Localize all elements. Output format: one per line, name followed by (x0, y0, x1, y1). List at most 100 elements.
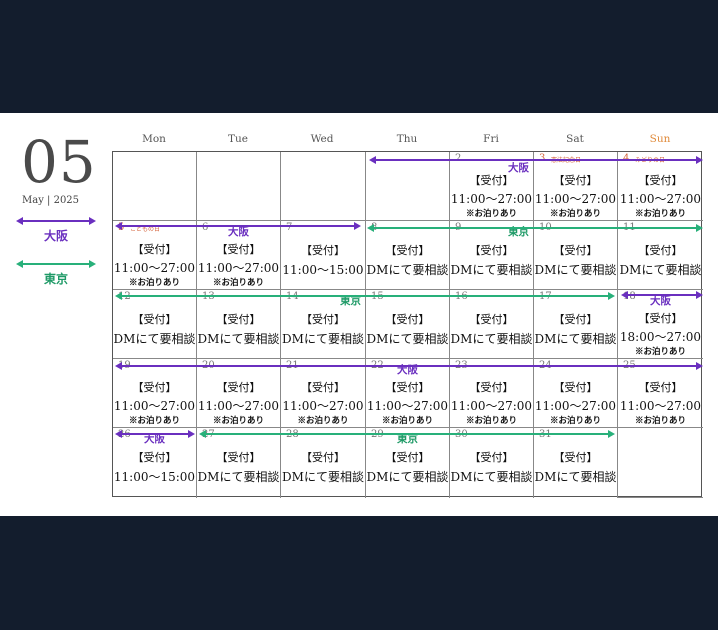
day-cell: 11【受付】DMにて要相談 (618, 221, 703, 290)
day-cell: 15【受付】DMにて要相談 (366, 290, 450, 359)
day-cell: 21【受付】11:00〜27:00※お泊りあり (281, 359, 366, 428)
dm-consult-text: DMにて要相談 (534, 263, 617, 277)
day-cell: 29東京【受付】DMにて要相談 (366, 428, 450, 498)
reception-label: 【受付】 (216, 451, 261, 464)
reception-label: 【受付】 (638, 381, 683, 394)
reception-label: 【受付】 (469, 244, 514, 257)
city-tag-osaka: 大阪 (508, 162, 529, 174)
holiday-label: こどもの日 (130, 226, 161, 233)
dm-consult-text: DMにて要相談 (282, 332, 364, 346)
reception-label: 【受付】 (638, 174, 683, 187)
day-cell: 6 大阪 【受付】 11:00〜27:00 ※お泊りあり (197, 221, 281, 290)
hours-text: 11:00〜27:00 (450, 399, 533, 413)
overnight-note: ※お泊りあり (634, 347, 686, 357)
weekday-sat: Sat (566, 133, 584, 145)
hours-text: 11:00〜27:00 (619, 399, 702, 413)
day-cell: 24【受付】11:00〜27:00※お泊りあり (534, 359, 618, 428)
reception-label: 【受付】 (553, 313, 598, 326)
reception-label: 【受付】 (553, 451, 598, 464)
overnight-note: ※お泊りあり (128, 416, 180, 426)
city-tag-tokyo: 東京 (340, 295, 361, 307)
day-cell: 4みどりの日【受付】11:00〜27:00※お泊りあり (618, 152, 703, 221)
day-cell: 20【受付】11:00〜27:00※お泊りあり (197, 359, 281, 428)
day-cell: 31【受付】DMにて要相談 (534, 428, 618, 498)
reception-label: 【受付】 (469, 174, 514, 187)
weekday-fri: Fri (483, 133, 499, 145)
hours-text: 11:00〜27:00 (197, 261, 280, 275)
overnight-note: ※お泊りあり (465, 416, 517, 426)
empty-cell (618, 428, 703, 498)
reception-label: 【受付】 (216, 381, 261, 394)
overnight-note: ※お泊りあり (128, 278, 180, 288)
dm-consult-text: DMにて要相談 (450, 470, 533, 484)
overnight-note: ※お泊りあり (381, 416, 433, 426)
hours-text: 11:00〜27:00 (534, 192, 617, 206)
day-cell: 30【受付】DMにて要相談 (450, 428, 534, 498)
reception-label: 【受付】 (301, 451, 345, 464)
legend-tokyo-label: 東京 (43, 272, 68, 286)
day-cell: 25【受付】11:00〜27:00※お泊りあり (618, 359, 703, 428)
hours-text: 11:00〜27:00 (113, 261, 196, 275)
dm-consult-text: DMにて要相談 (282, 470, 364, 484)
overnight-note: ※お泊りあり (465, 209, 517, 219)
day-number: 18 (623, 291, 636, 302)
empty-cell (113, 152, 197, 221)
hours-text: 11:00〜27:00 (366, 399, 449, 413)
day-cell: 28【受付】DMにて要相談 (281, 428, 366, 498)
day-cell: 16【受付】DMにて要相談 (450, 290, 534, 359)
day-cell: 26大阪【受付】11:00〜15:00 (113, 428, 197, 498)
dm-consult-text: DMにて要相談 (450, 332, 533, 346)
weekday-mon: Mon (142, 133, 166, 145)
hours-text: 11:00〜15:00 (282, 263, 364, 277)
day-cell: 5 こどもの日 【受付】 11:00〜27:00 ※お泊りあり (113, 221, 197, 290)
day-cell: 7 【受付】 11:00〜15:00 (281, 221, 366, 290)
reception-label: 【受付】 (301, 244, 345, 257)
day-cell: 22大阪【受付】11:00〜27:00※お泊りあり (366, 359, 450, 428)
hours-text: 11:00〜27:00 (450, 192, 533, 206)
month-number: 05 (21, 128, 97, 196)
reception-label: 【受付】 (638, 244, 683, 257)
reception-label: 【受付】 (553, 244, 598, 257)
weekday-sun: Sun (649, 133, 671, 145)
overnight-note: ※お泊りあり (549, 416, 601, 426)
calendar-sheet: 05 May | 2025 大阪 東京 Mon Tue Wed Thu Fri … (0, 113, 718, 516)
day-cell: 14東京【受付】DMにて要相談 (281, 290, 366, 359)
overnight-note: ※お泊りあり (297, 416, 349, 426)
overnight-note: ※お泊りあり (212, 278, 264, 288)
reception-label: 【受付】 (385, 313, 430, 326)
reception-label: 【受付】 (385, 381, 430, 394)
dm-consult-text: DMにて要相談 (113, 332, 196, 346)
reception-label: 【受付】 (553, 174, 598, 187)
overnight-note: ※お泊りあり (212, 416, 264, 426)
day-cell: 19【受付】11:00〜27:00※お泊りあり (113, 359, 197, 428)
city-tag-osaka: 大阪 (144, 433, 165, 445)
hours-text: 11:00〜27:00 (197, 399, 280, 413)
dm-consult-text: DMにて要相談 (366, 263, 449, 277)
day-cell: 8【受付】DMにて要相談 (366, 221, 450, 290)
reception-label: 【受付】 (301, 381, 345, 394)
day-number: 3 (539, 153, 545, 164)
dm-consult-text: DMにて要相談 (366, 470, 449, 484)
dm-consult-text: DMにて要相談 (534, 332, 617, 346)
reception-label: 【受付】 (301, 313, 345, 326)
dm-consult-text: DMにて要相談 (197, 470, 280, 484)
day-cell: 18 大阪 【受付】 18:00〜27:00 ※お泊りあり (618, 290, 703, 359)
day-cell: 10【受付】DMにて要相談 (534, 221, 618, 290)
overnight-note: ※お泊りあり (634, 416, 686, 426)
hours-text: 11:00〜27:00 (113, 399, 196, 413)
empty-cell (281, 152, 366, 221)
day-number: 2 (455, 153, 461, 164)
day-number: 4 (623, 153, 629, 164)
weekday-tue: Tue (228, 133, 248, 145)
day-cell: 9東京【受付】DMにて要相談 (450, 221, 534, 290)
weekday-thu: Thu (396, 133, 418, 145)
overnight-note: ※お泊りあり (549, 209, 601, 219)
day-number: 6 (202, 222, 209, 233)
dm-consult-text: DMにて要相談 (366, 332, 449, 346)
day-cell: 2 大阪【受付】 11:00〜27:00 ※お泊りあり (450, 152, 534, 221)
reception-label: 【受付】 (216, 313, 261, 326)
reception-label: 【受付】 (638, 312, 683, 325)
day-cell: 13【受付】DMにて要相談 (197, 290, 281, 359)
dm-consult-text: DMにて要相談 (450, 263, 533, 277)
reception-label: 【受付】 (385, 451, 430, 464)
